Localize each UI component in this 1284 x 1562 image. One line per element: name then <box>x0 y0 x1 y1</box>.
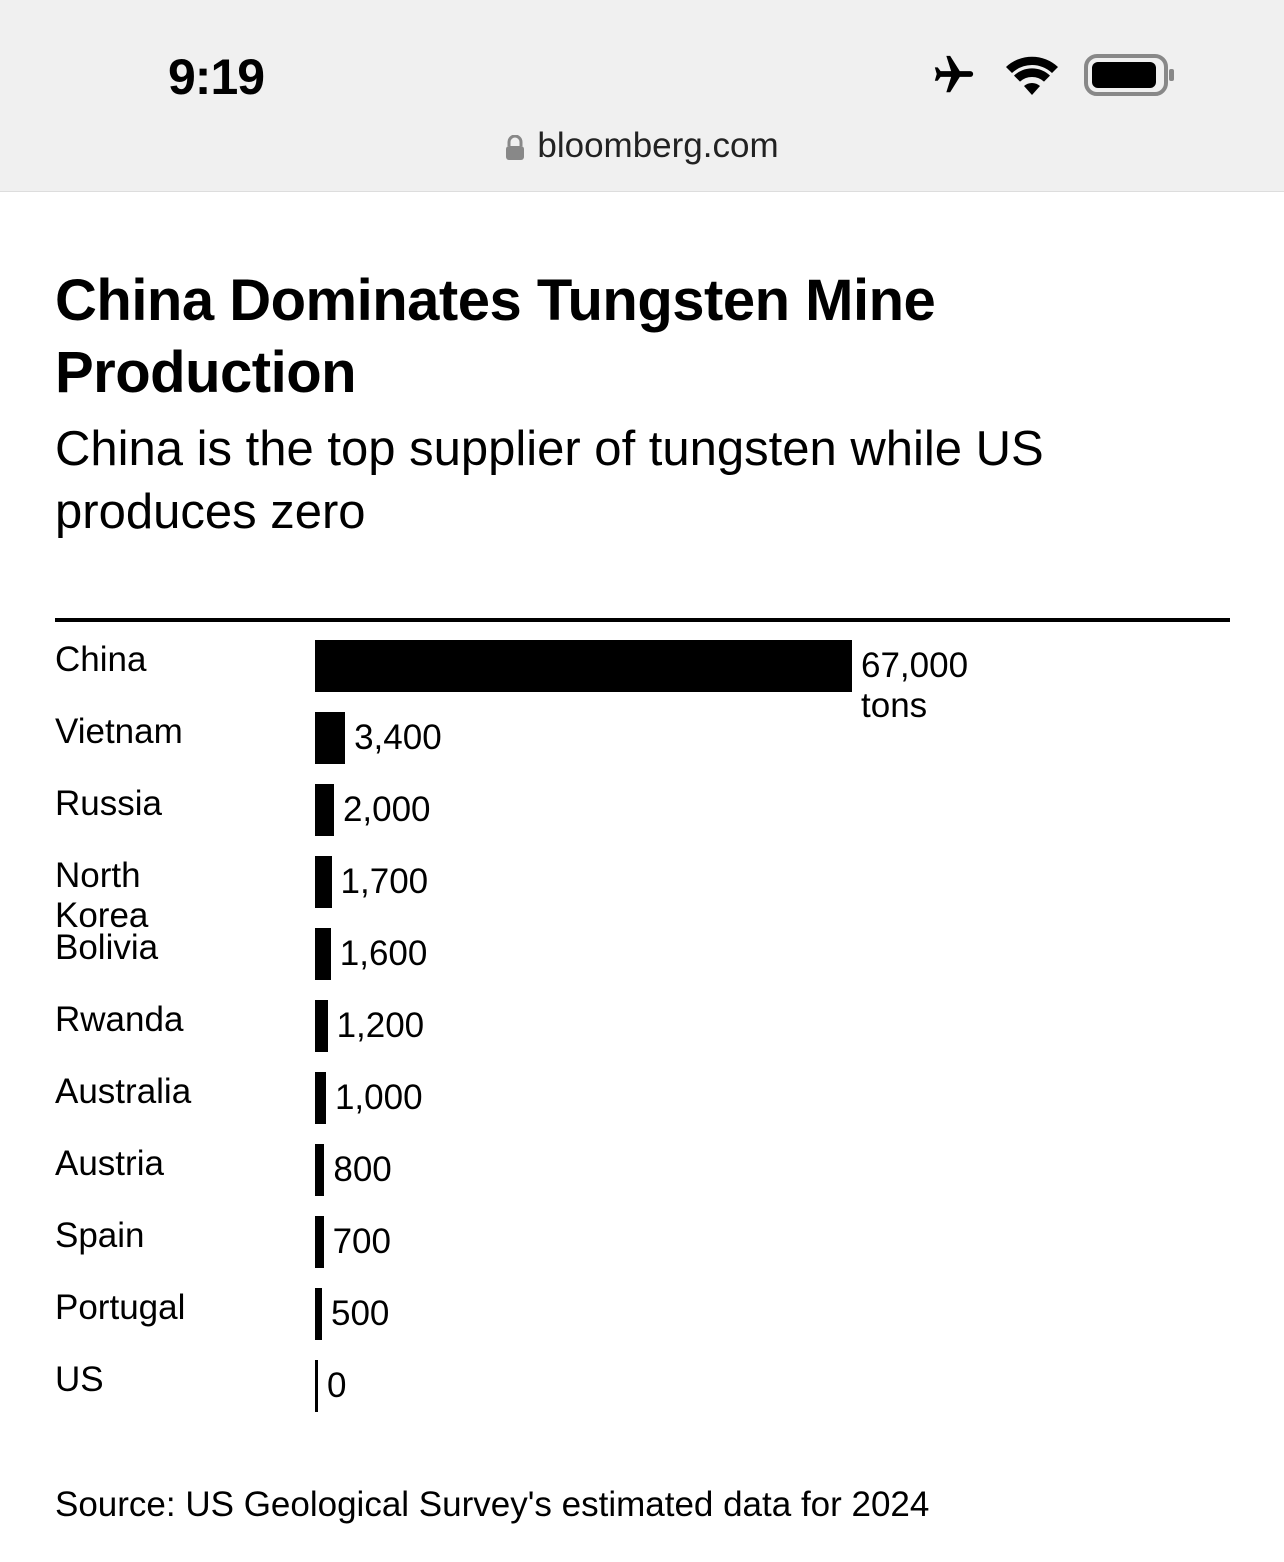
bar-north-korea <box>315 856 332 908</box>
value-label: 500 <box>330 1294 390 1333</box>
category-label: Portugal <box>55 1288 186 1327</box>
address-bar[interactable]: bloomberg.com <box>0 126 1284 166</box>
chart-title: China Dominates Tungsten Mine Production <box>55 268 936 405</box>
value-label: 1,200 <box>336 1006 425 1045</box>
battery-icon <box>1084 54 1174 96</box>
category-label: Bolivia <box>55 928 159 967</box>
value-label: 700 <box>332 1222 391 1261</box>
category-label: Vietnam <box>55 712 183 751</box>
value-label: 3,400 <box>354 718 442 757</box>
top-rule <box>55 618 1230 622</box>
value-label: 1,700 <box>340 862 429 901</box>
bar-china <box>315 640 852 692</box>
wifi-icon <box>1006 56 1058 95</box>
bar-vietnam <box>315 712 346 764</box>
value-label: 800 <box>333 1150 392 1189</box>
category-label: US <box>55 1360 104 1399</box>
category-label: Rwanda <box>55 1000 184 1039</box>
clock: 9:19 <box>168 49 265 105</box>
bar-spain <box>315 1216 324 1268</box>
bar-bolivia <box>315 928 331 980</box>
category-label: Australia <box>55 1072 192 1111</box>
category-label: North Korea <box>55 856 149 935</box>
category-label: Russia <box>55 784 162 823</box>
bar-austria <box>315 1144 325 1196</box>
airplane-icon <box>934 55 974 93</box>
bar-australia <box>315 1072 326 1124</box>
chart-subtitle: China is the top supplier of tungsten wh… <box>55 422 1044 539</box>
value-label: 1,000 <box>334 1078 423 1117</box>
lock-icon <box>506 134 525 160</box>
source-note: Source: US Geological Survey's estimated… <box>55 1485 930 1524</box>
bar-portugal <box>315 1288 322 1340</box>
value-label: 0 <box>327 1366 347 1405</box>
value-label: 67,000 tons <box>861 646 969 725</box>
value-label: 1,600 <box>339 934 428 973</box>
category-label: China <box>55 640 147 679</box>
browser-status-bar: 9:19 bloomberg.com <box>0 0 1284 192</box>
category-label: Austria <box>55 1144 164 1183</box>
bar-rwanda <box>315 1000 328 1052</box>
bar-russia <box>315 784 334 836</box>
url-text: bloomberg.com <box>537 126 779 165</box>
category-label: Spain <box>55 1216 145 1255</box>
value-label: 2,000 <box>342 790 431 829</box>
bar-us <box>315 1360 318 1412</box>
